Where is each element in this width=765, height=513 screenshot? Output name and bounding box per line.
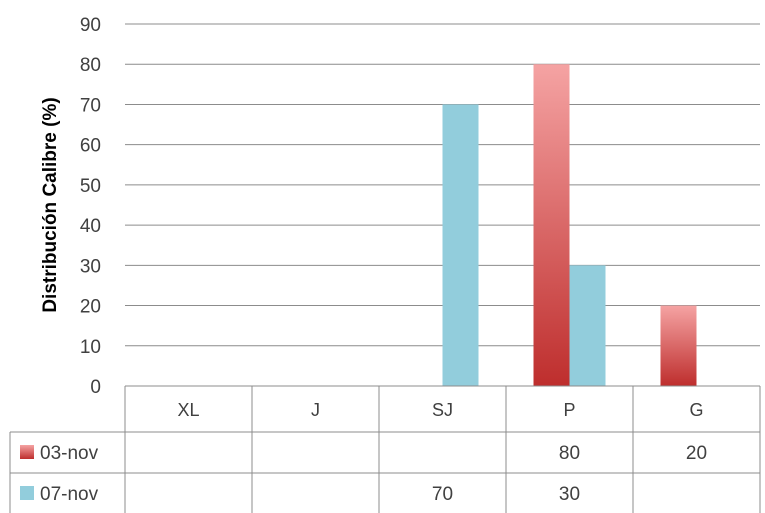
x-tick-label: XL [177,400,199,420]
table-cell-value: 70 [432,484,453,505]
x-tick-label: G [689,400,703,420]
table-cell-value: 20 [686,443,707,464]
x-tick-label: P [563,400,575,420]
y-tick-label: 30 [80,256,101,277]
y-tick-label: 50 [80,176,101,197]
table-cell-value: 80 [559,443,580,464]
y-tick-label: 90 [80,15,101,36]
legend-swatch [20,486,34,500]
y-tick-label: 10 [80,337,101,358]
bar-03-nov-P [533,64,570,386]
bars [442,64,697,386]
y-tick-label: 0 [90,377,101,398]
bar-07-nov-SJ [442,104,479,386]
table-cell-value: 30 [559,484,580,505]
bar-03-nov-G [660,305,697,386]
y-axis-label: Distribución Calibre (%) [40,97,61,312]
legend-label: 07-nov [40,484,99,505]
legend-label: 03-nov [40,443,99,464]
y-tick-label: 60 [80,136,101,157]
y-tick-label: 40 [80,216,101,237]
data-table: XL J SJ P G 03-nov 80 20 07-nov 70 30 [9,385,761,513]
x-tick-label: J [311,400,320,420]
bar-07-nov-P [569,265,606,386]
y-axis-ticks: 0 10 20 30 40 50 60 70 80 90 [80,15,101,398]
y-tick-label: 20 [80,297,101,318]
x-tick-label: SJ [432,400,453,420]
y-tick-label: 80 [80,55,101,76]
y-tick-label: 70 [80,95,101,116]
legend-swatch [20,445,34,459]
